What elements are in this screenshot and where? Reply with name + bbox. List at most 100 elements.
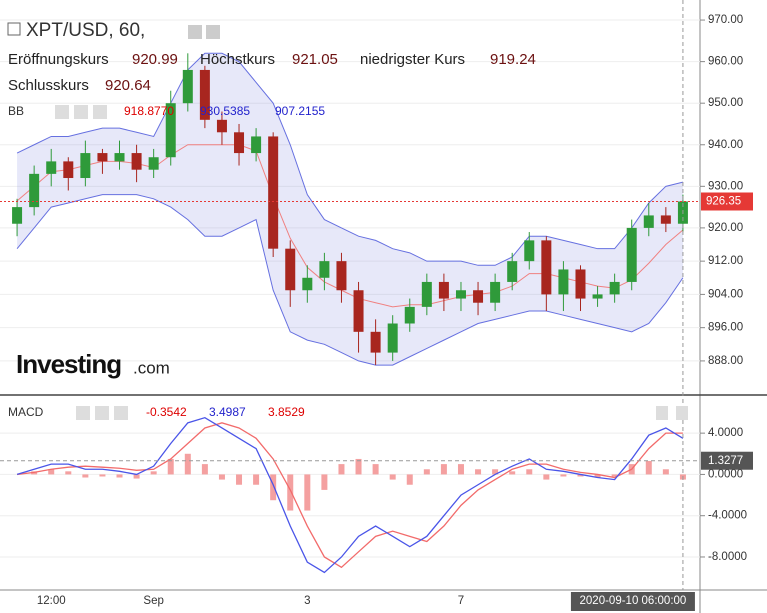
candle-body — [660, 215, 671, 224]
y-tick-label: 904.00 — [708, 288, 743, 300]
histogram-bar — [423, 469, 430, 475]
y-tick-label: 950.00 — [708, 97, 743, 109]
candle-body — [404, 306, 415, 324]
marker-box — [701, 451, 753, 470]
candle-body — [592, 294, 603, 299]
x-tick-label: 3 — [304, 595, 310, 607]
legend-value: 920.64 — [105, 77, 151, 94]
y-tick-label: 0.0000 — [708, 468, 743, 480]
indicator-value: 918.8770 — [124, 104, 174, 118]
candle-body — [63, 161, 74, 179]
current-price-label: 926.35 — [706, 196, 741, 208]
close-icon[interactable] — [93, 105, 107, 119]
eye-icon[interactable] — [188, 25, 202, 39]
candle-body — [643, 215, 654, 228]
candle-body — [114, 153, 125, 162]
histogram-bar — [167, 458, 174, 475]
marks: 970.00 960.00 950.00 940.00 930.00 920.00 912.… — [0, 0, 753, 611]
y-tick-label: 970.00 — [708, 14, 743, 26]
histogram-bar — [560, 474, 567, 477]
candle-body — [387, 323, 398, 353]
indicator-value: 3.8529 — [268, 405, 305, 419]
x-tick-label: 2020-09-10 06:00:00 — [580, 595, 687, 607]
settings-icon[interactable] — [95, 406, 109, 420]
candle-body — [199, 69, 210, 120]
histogram-bar — [304, 474, 311, 511]
histogram-bar — [150, 471, 157, 475]
histogram-bar — [577, 474, 584, 477]
legend-label: Schlusskurs — [8, 77, 89, 94]
legend-label: Höchstkurs — [200, 51, 275, 68]
indicator-value: 930.5385 — [200, 104, 250, 118]
indicator-name: MACD — [8, 405, 44, 419]
eye-icon[interactable] — [76, 406, 90, 420]
x-tick-label: 7 — [458, 595, 464, 607]
histogram-bar — [201, 464, 208, 475]
candle-body — [558, 269, 569, 295]
crosshair-box — [570, 592, 695, 611]
move-down-icon[interactable] — [676, 406, 688, 420]
candle-body — [421, 281, 432, 307]
legend-value: 921.05 — [292, 51, 338, 68]
histogram-bar — [270, 474, 277, 501]
histogram-bar — [611, 474, 618, 477]
candle-body — [626, 227, 637, 282]
candle-body — [507, 261, 518, 282]
y-tick-label: 912.00 — [708, 255, 743, 267]
legend-label: Eröffnungskurs — [8, 51, 109, 68]
candle-body — [148, 157, 159, 170]
x-tick-label: 12:00 — [37, 595, 66, 607]
indicator-value: 907.2155 — [275, 104, 325, 118]
candle-body — [541, 240, 552, 295]
candle-body — [268, 136, 279, 249]
histogram-bar — [338, 464, 345, 475]
y-tick-label: 920.00 — [708, 222, 743, 234]
histogram-bar — [406, 474, 413, 485]
candle-body — [46, 161, 57, 174]
eye-icon[interactable] — [55, 105, 69, 119]
histogram-bar — [236, 474, 243, 485]
settings-icon[interactable] — [74, 105, 88, 119]
histogram-bar — [645, 461, 652, 475]
histogram-bar — [253, 474, 260, 485]
candle-body — [524, 240, 535, 262]
histogram-bar — [116, 474, 123, 478]
settings-icon[interactable] — [206, 25, 220, 39]
candle-body — [285, 248, 296, 291]
y-tick-label: -4.0000 — [708, 510, 747, 522]
macd-line — [16, 416, 684, 574]
candle-body — [29, 173, 40, 208]
histogram-bar — [48, 469, 55, 475]
candle-body — [80, 153, 91, 179]
macd-line — [16, 422, 683, 569]
candle-body — [490, 281, 501, 303]
candle-body — [165, 103, 176, 158]
histogram-bar — [287, 474, 294, 511]
histogram-bar — [389, 474, 396, 480]
histogram-bar — [457, 464, 464, 475]
y-tick-label: 940.00 — [708, 139, 743, 151]
candle-body — [131, 153, 142, 170]
indicator-name: BB — [8, 104, 24, 118]
y-tick-label: 888.00 — [708, 355, 743, 367]
candle-body — [336, 261, 347, 291]
candle-body — [12, 207, 23, 224]
band-middle — [16, 144, 684, 308]
candle-body — [302, 277, 313, 291]
y-tick-label: 960.00 — [708, 56, 743, 68]
close-icon[interactable] — [114, 406, 128, 420]
x-tick-label: Sep — [143, 595, 163, 607]
collapse-icon[interactable] — [7, 22, 21, 36]
histogram-bar — [99, 474, 106, 477]
band-lower — [16, 194, 684, 366]
candle-body — [216, 119, 227, 133]
y-tick-label: 930.00 — [708, 180, 743, 192]
histogram-bar — [65, 471, 72, 475]
histogram-bar — [594, 474, 601, 478]
histogram-bar — [475, 469, 482, 475]
histogram-bar — [355, 458, 362, 475]
move-up-icon[interactable] — [656, 406, 668, 420]
candle-body — [319, 261, 330, 278]
candle-body — [182, 69, 193, 104]
